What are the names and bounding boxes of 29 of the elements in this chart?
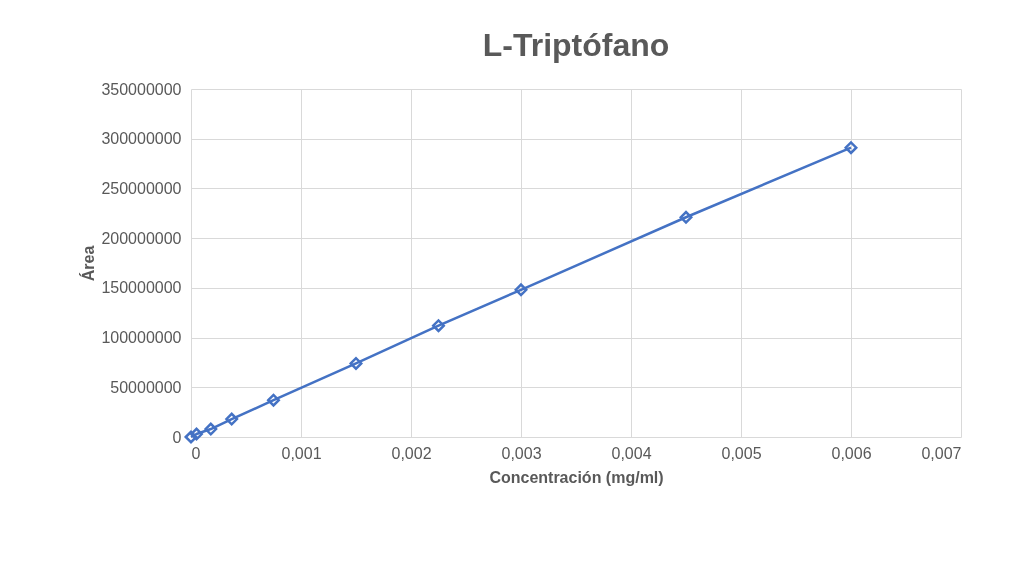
- point: [204, 422, 218, 436]
- point: [514, 283, 528, 297]
- y-tick-label: 350000000: [101, 80, 182, 98]
- y-tick-label: 100000000: [101, 329, 182, 347]
- y-tick-label: 150000000: [101, 279, 182, 297]
- chart-title: L-Triptófano: [482, 27, 670, 63]
- point: [844, 141, 858, 155]
- x-tick-label: 0,004: [611, 444, 652, 462]
- x-tick-label: 0,001: [281, 444, 322, 462]
- x-tick-label: 0,003: [501, 444, 542, 462]
- x-tick-label: 0,005: [721, 444, 762, 462]
- y-tick-label: 50000000: [110, 378, 182, 396]
- y-axis-title: Área: [79, 245, 98, 282]
- y-tick-label: 0: [172, 428, 182, 446]
- point: [349, 356, 363, 370]
- x-axis-title: Concentración (mg/ml): [489, 468, 664, 486]
- y-tick-label: 300000000: [101, 130, 182, 148]
- point: [184, 430, 198, 444]
- y-tick-label: 200000000: [101, 229, 182, 247]
- point: [432, 319, 445, 333]
- x-tick-label: 0,006: [831, 444, 872, 462]
- y-tick-label: 250000000: [101, 179, 182, 197]
- x-tick-label: 0,007: [921, 444, 962, 462]
- x-tick-label: 0: [191, 444, 201, 462]
- point: [225, 412, 239, 426]
- x-tick-label: 0,002: [391, 444, 432, 462]
- point: [190, 427, 203, 441]
- point: [679, 210, 693, 224]
- point: [267, 393, 280, 407]
